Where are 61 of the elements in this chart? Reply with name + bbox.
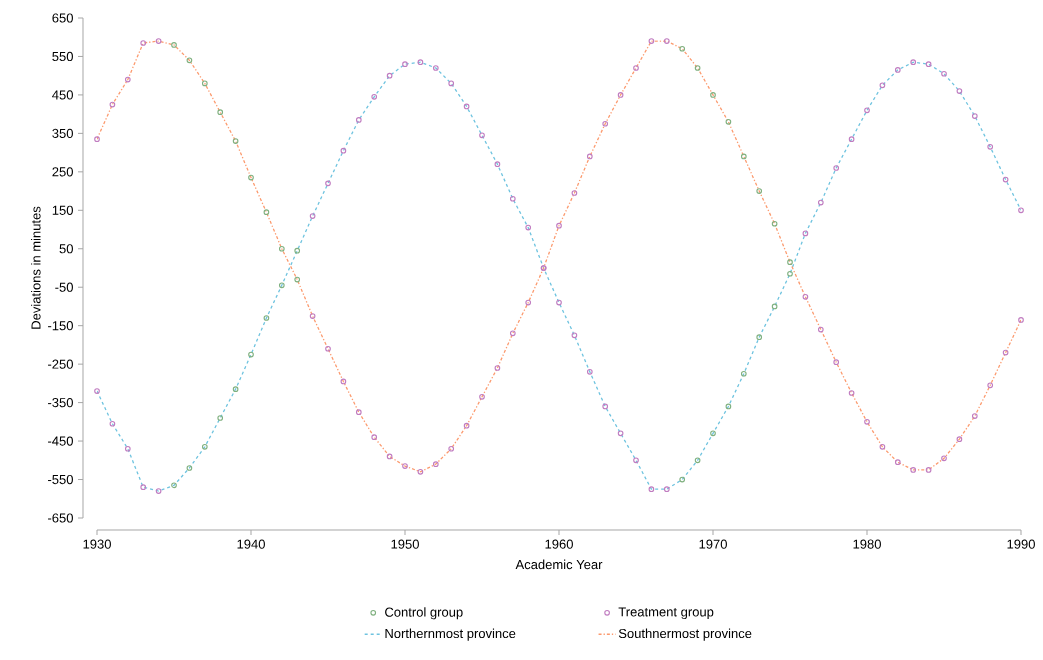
point (294, 247, 301, 254)
point (740, 153, 747, 160)
point (217, 109, 224, 116)
point (725, 118, 732, 125)
point (248, 174, 254, 181)
point (679, 476, 686, 483)
x-tick-label: 1960 (545, 539, 573, 549)
point (278, 245, 285, 252)
point (201, 443, 208, 450)
point (756, 334, 763, 341)
x-tick-label: 1990 (1007, 539, 1035, 549)
legend-label: Treatment group (618, 607, 714, 620)
point (710, 92, 716, 98)
y-tick-label: 550 (52, 51, 73, 62)
point (171, 42, 177, 48)
y-tick-label: -550 (48, 474, 73, 485)
y-tick-label: 150 (52, 205, 73, 215)
y-tick-label: 50 (59, 244, 73, 254)
point (771, 303, 778, 310)
point (232, 386, 239, 392)
point (248, 351, 254, 358)
x-tick-label: 1970 (699, 539, 727, 549)
y-tick-label: 650 (52, 13, 73, 23)
x-tick-label: 1980 (853, 539, 881, 549)
point (740, 370, 747, 377)
point (263, 209, 270, 216)
y-tick-label: -350 (48, 398, 73, 408)
point (217, 415, 224, 421)
y-tick-label: 450 (52, 90, 73, 100)
legend-label: Control group (385, 607, 463, 620)
y-tick-label: -150 (48, 321, 73, 331)
x-tick-label: 1930 (83, 539, 111, 549)
point (171, 482, 177, 489)
point (787, 270, 793, 277)
point (263, 315, 270, 321)
y-tick-label: -450 (48, 436, 73, 446)
point (278, 282, 285, 289)
legend-label: Southnermost province (618, 628, 752, 641)
legend-label: Northernmost province (385, 628, 516, 641)
point (186, 57, 193, 64)
y-tick-label: -650 (48, 513, 73, 523)
y-tick-label: 350 (52, 128, 73, 138)
x-tick-label: 1940 (237, 539, 265, 549)
x-tick-label: 1950 (391, 539, 419, 549)
point (694, 457, 701, 464)
point (679, 45, 686, 52)
point (294, 276, 301, 283)
point (710, 430, 716, 437)
y-axis-title: Deviations in minutes (31, 206, 41, 329)
point (756, 188, 763, 194)
point (186, 465, 193, 471)
point (232, 138, 239, 144)
point (787, 259, 793, 266)
x-axis-title: Academic Year (515, 559, 603, 570)
y-tick-label: -50 (55, 282, 73, 292)
point (725, 403, 732, 410)
point (694, 65, 701, 71)
point (771, 220, 778, 227)
point (201, 80, 208, 87)
y-tick-label: 250 (52, 167, 73, 177)
y-tick-label: -250 (48, 359, 73, 369)
